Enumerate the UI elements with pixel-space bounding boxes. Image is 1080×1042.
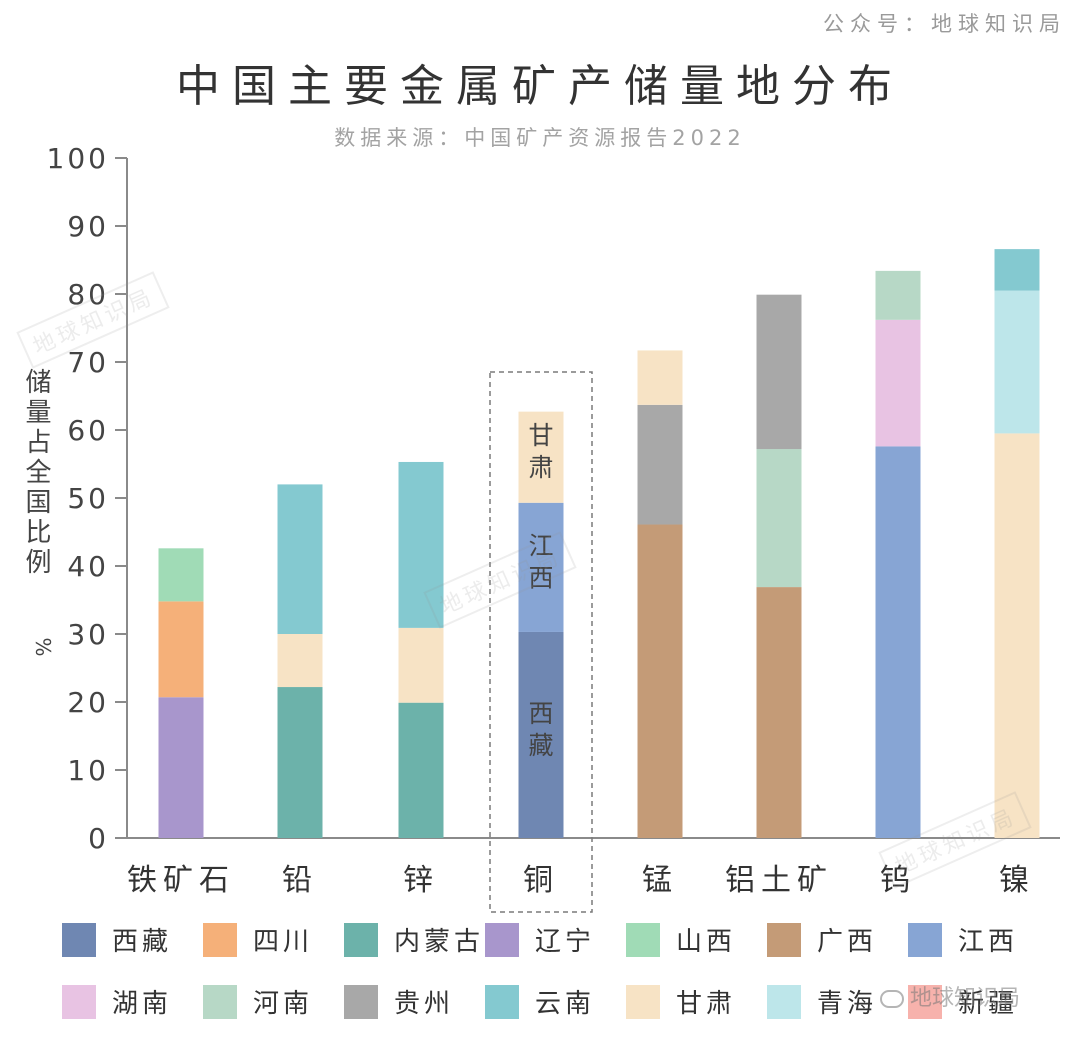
bar-segment (398, 461, 444, 628)
bar-segment (518, 411, 564, 503)
bar-segment-label: 甘 (528, 421, 553, 450)
bar-segment (277, 634, 323, 688)
highlight-box (489, 371, 593, 913)
bar-segment (756, 294, 802, 450)
bar-segment (637, 524, 683, 838)
legend-swatch (344, 923, 378, 957)
legend-label: 云南 (535, 989, 595, 1019)
legend-swatch (344, 985, 378, 1019)
x-tick-label: 锌 (403, 863, 439, 898)
bar-segment (518, 631, 564, 838)
x-tick-label: 镍 (999, 863, 1035, 898)
bar-segment (637, 404, 683, 525)
legend-swatch (908, 985, 942, 1019)
bar-segment (637, 350, 683, 405)
y-tick-label: 60 (67, 414, 109, 447)
legend-swatch (203, 923, 237, 957)
chart-title: 中国主要金属矿产储量地分布 (176, 61, 904, 112)
y-tick-label: 90 (67, 210, 109, 243)
legend-label: 河南 (253, 989, 313, 1019)
y-tick-label: 40 (67, 550, 109, 583)
y-tick-label: 20 (67, 686, 109, 719)
legend-label: 贵州 (394, 989, 454, 1019)
legend-swatch (767, 985, 801, 1019)
bar-segment-label: 西 (528, 563, 553, 592)
wechat-icon (880, 990, 904, 1008)
legend-label: 青海 (817, 989, 877, 1019)
x-tick-label: 锰 (642, 863, 678, 898)
legend-label: 广西 (817, 927, 877, 957)
bar-segment (875, 319, 921, 447)
legend-label: 辽宁 (535, 927, 595, 957)
bar-segment-label: 藏 (528, 731, 553, 760)
x-tick-label: 铜 (523, 863, 559, 898)
x-tick-label: 铝土矿 (725, 863, 833, 898)
bar-segment (518, 502, 564, 632)
wechat-label: 地球知识局 (910, 986, 1021, 1011)
bar-segment (875, 270, 921, 320)
legend-swatch (626, 985, 660, 1019)
bar-segment (994, 249, 1040, 291)
bar-segment (158, 697, 204, 838)
x-tick-label: 铁矿石 (127, 863, 235, 898)
y-tick-label: 0 (88, 822, 109, 855)
bar-segment-label: 江 (528, 531, 553, 560)
legend-swatch (908, 923, 942, 957)
y-tick-label: 50 (67, 482, 109, 515)
legend-swatch (485, 923, 519, 957)
bar-segment (398, 627, 444, 703)
legend-label: 新疆 (958, 989, 1018, 1019)
bar-segment (158, 601, 204, 698)
bar-segment (398, 702, 444, 838)
y-tick-label: 10 (67, 754, 109, 787)
x-tick-label: 铅 (282, 863, 318, 898)
y-tick-label: 30 (67, 618, 109, 651)
bar-segment (994, 290, 1040, 434)
legend-label: 山西 (676, 927, 736, 957)
bar-segment (158, 548, 204, 602)
wechat-watermark: 地球知识局 (880, 980, 1020, 1012)
bar-segment (277, 687, 323, 838)
y-tick-label: 100 (47, 142, 109, 175)
legend-swatch (203, 985, 237, 1019)
bar-segment-label: 肃 (528, 453, 553, 482)
legend-swatch (626, 923, 660, 957)
legend-swatch (62, 985, 96, 1019)
bar-segment (277, 484, 323, 634)
bar-segment (756, 587, 802, 838)
legend-label: 湖南 (112, 989, 172, 1019)
y-tick-label: 80 (67, 278, 109, 311)
chart-subtitle: 数据来源：中国矿产资源报告2022 (334, 126, 746, 150)
legend-swatch (485, 985, 519, 1019)
y-axis-unit: % (31, 637, 55, 656)
y-tick-label: 70 (67, 346, 109, 379)
legend-swatch (62, 923, 96, 957)
bar-segment (994, 433, 1040, 838)
y-axis-label: 储量占全国比例 (21, 368, 51, 578)
brand-label: 公众号：地球知识局 (823, 12, 1066, 36)
legend-label: 江西 (958, 927, 1018, 957)
bar-segment (875, 446, 921, 838)
legend-swatch (767, 923, 801, 957)
bar-segment-label: 西 (528, 699, 553, 728)
legend-label: 四川 (253, 927, 313, 957)
legend-label: 内蒙古 (394, 927, 484, 957)
legend-label: 西藏 (112, 927, 172, 957)
bar-segment (756, 449, 802, 588)
legend-label: 甘肃 (676, 989, 736, 1019)
x-tick-label: 钨 (880, 863, 916, 898)
